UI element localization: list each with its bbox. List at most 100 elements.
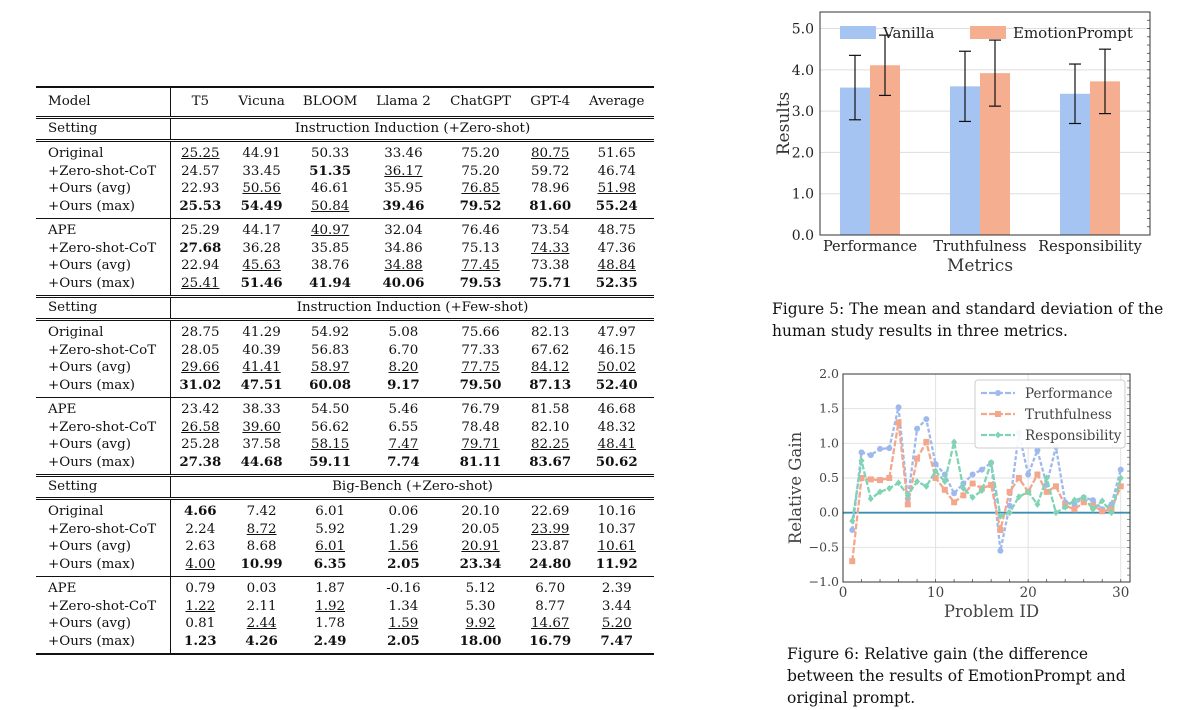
table-cell: 73.54: [520, 218, 580, 240]
table-cell: 82.13: [520, 318, 580, 342]
cell-value: 81.60: [529, 197, 572, 214]
cell-value: 1.92: [315, 598, 346, 614]
table-cell: 6.35: [294, 556, 367, 577]
cell-value: 10.99: [240, 555, 283, 572]
table-cell: 5.08: [366, 318, 441, 342]
table-cell: 59.72: [521, 163, 580, 181]
y-tick-label: 0.0: [819, 505, 839, 520]
data-point: [914, 425, 921, 432]
table-cell: 0.81: [171, 615, 230, 633]
cell-value: 56.62: [310, 419, 350, 435]
table-cell: 81.58: [520, 397, 580, 419]
cell-value: 81.11: [459, 453, 502, 470]
y-tick-label: −0.5: [809, 539, 839, 554]
table-cell: 50.02: [579, 359, 654, 377]
cell-value: 32.04: [384, 223, 423, 238]
table-cell: 1.22: [171, 598, 230, 616]
data-point: [923, 416, 930, 423]
cell-value: 4.66: [184, 503, 217, 519]
setting-title: Big-Bench (+Zero-shot): [170, 474, 654, 499]
plot-frame: [819, 11, 1151, 236]
table-cell: 38.76: [294, 257, 367, 275]
data-point: [988, 459, 995, 467]
cell-value: 50.62: [595, 453, 638, 470]
cell-value: 7.47: [600, 632, 634, 649]
table-cell: 1.78: [294, 615, 367, 633]
data-point: [1015, 475, 1022, 481]
table-cell: 40.06: [367, 275, 440, 297]
table-cell: 2.11: [230, 598, 294, 616]
row-label: Original: [36, 497, 171, 521]
cell-value: 6.35: [313, 555, 347, 572]
table-cell: 2.49: [293, 632, 367, 655]
table-cell: -0.16: [366, 576, 441, 598]
figure6-caption: Figure 6: Relative gain (the difference …: [787, 645, 1126, 707]
data-point: [1099, 497, 1106, 505]
row-label: +Ours (avg): [36, 615, 171, 633]
cell-value: 7.74: [387, 453, 420, 470]
cell-value: 79.52: [459, 197, 502, 214]
table-cell: 22.93: [171, 180, 230, 198]
cell-value: 25.28: [181, 437, 220, 452]
data-point: [849, 558, 856, 565]
table-cell: 5.46: [366, 397, 441, 419]
table-cell: 2.05: [367, 556, 440, 577]
table-cell: 2.39: [579, 576, 654, 598]
table-cell: 80.75: [520, 139, 580, 163]
table-row: +Ours (avg) 29.66 41.41 58.97 8.20 77.75 84.12…: [36, 359, 654, 377]
cell-value: 7.42: [246, 504, 277, 519]
data-point: [1034, 500, 1041, 508]
table-cell: 51.65: [579, 139, 654, 163]
cell-value: 23.87: [531, 539, 570, 554]
table-cell: 46.74: [579, 163, 654, 181]
cell-value: 2.63: [185, 539, 216, 554]
table-cell: 1.56: [367, 538, 440, 556]
table-cell: 24.80: [521, 556, 580, 577]
data-point: [960, 484, 967, 492]
cell-value: 25.29: [181, 223, 220, 238]
data-point: [997, 547, 1004, 554]
table-cell: 1.59: [367, 615, 440, 633]
cell-value: 75.20: [461, 146, 500, 161]
setting-row: Setting Instruction Induction (+Zero-shot…: [36, 116, 654, 141]
cell-value: 8.68: [246, 539, 277, 554]
cell-value: 41.29: [242, 325, 281, 340]
data-point: [867, 452, 874, 459]
table-cell: 77.75: [440, 359, 521, 377]
table-cell: 25.41: [171, 275, 230, 297]
data-point: [858, 475, 865, 481]
setting-row: Setting Instruction Induction (+Few-shot): [36, 295, 654, 320]
data-point: [1006, 509, 1013, 517]
table-cell: 45.63: [230, 257, 294, 275]
data-point: [1117, 483, 1124, 490]
cell-value: 75.13: [461, 240, 500, 256]
cell-value: 59.72: [531, 163, 570, 179]
cell-value: 27.38: [179, 453, 222, 470]
cell-value: 2.39: [601, 581, 632, 596]
row-label: +Ours (max): [36, 632, 171, 655]
cell-value: 51.46: [240, 274, 283, 291]
cell-value: 8.77: [535, 598, 566, 614]
cell-value: 48.41: [597, 437, 636, 452]
x-axis-label: Problem ID: [944, 602, 1039, 621]
table-row: APE 23.42 38.33 54.50 5.46 76.79 81.58 46.68: [36, 397, 654, 419]
legend-swatch: [970, 26, 1006, 39]
data-point: [904, 501, 911, 508]
cell-value: 11.92: [595, 555, 638, 572]
cell-value: 1.23: [184, 632, 217, 649]
figure5-caption: Figure 5: The mean and standard deviatio…: [772, 300, 1164, 340]
table-cell: 78.48: [440, 419, 521, 437]
cell-value: 28.05: [181, 342, 220, 358]
y-tick-label: 1.0: [792, 187, 814, 203]
table-cell: 9.17: [367, 377, 440, 398]
table-cell: 23.99: [521, 521, 580, 539]
cell-value: 48.32: [597, 419, 636, 435]
cell-value: 78.48: [461, 419, 500, 435]
data-point: [988, 481, 995, 488]
data-point: [951, 499, 958, 506]
table-cell: 75.20: [440, 139, 521, 163]
table-cell: 47.97: [579, 318, 654, 342]
cell-value: 6.01: [315, 504, 346, 519]
row-label: +Ours (max): [36, 555, 171, 577]
cell-value: -0.16: [386, 581, 421, 596]
